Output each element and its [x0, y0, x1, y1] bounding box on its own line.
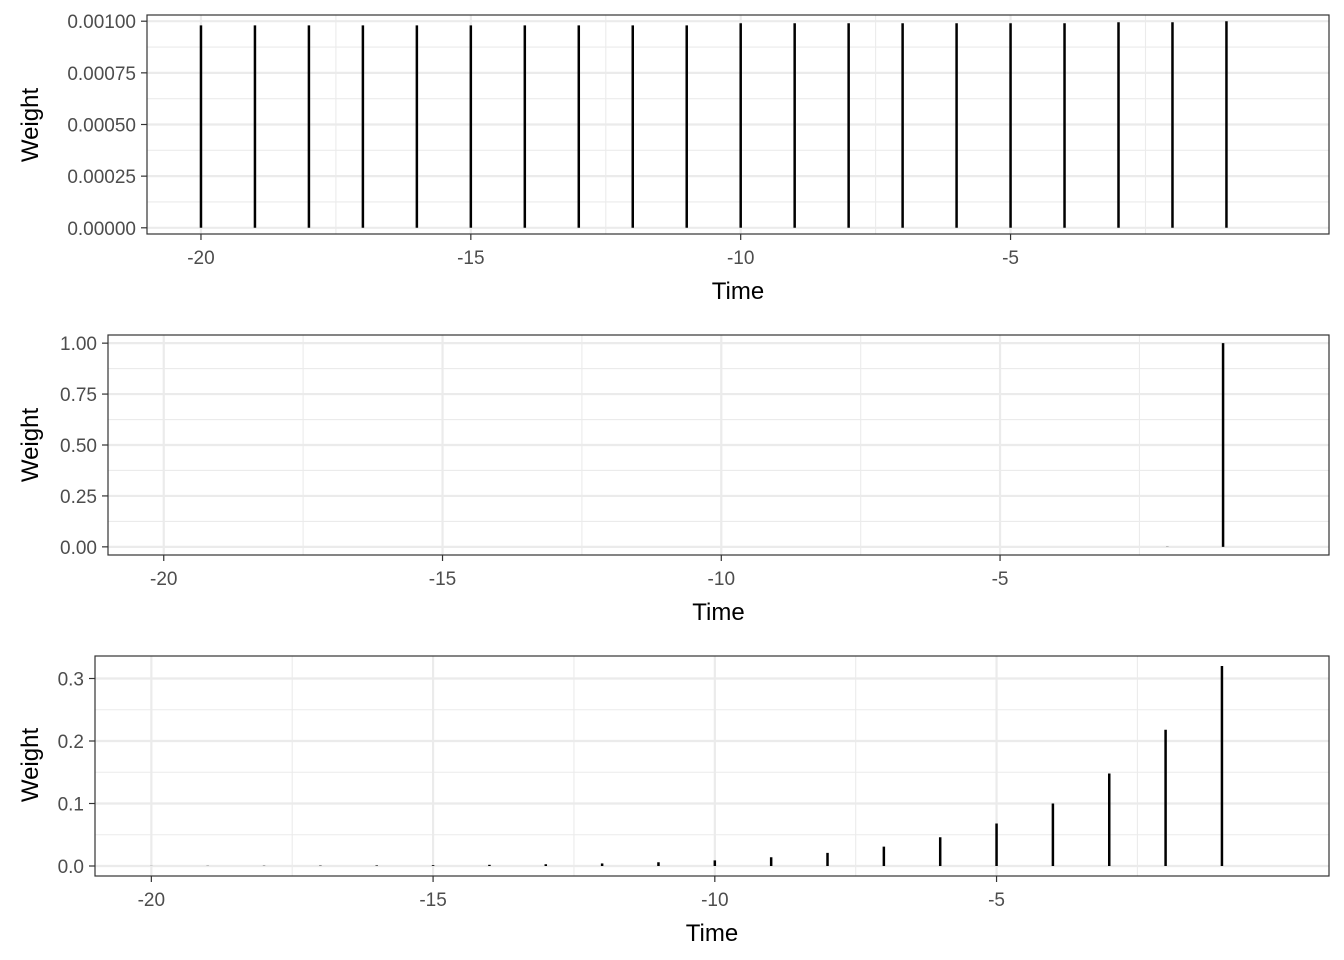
x-tick-label: -15 — [419, 890, 446, 911]
x-tick-label: -10 — [727, 248, 754, 269]
x-tick-label: -10 — [708, 569, 735, 590]
x-tick-label: -20 — [187, 248, 214, 269]
y-tick-label: 0.50 — [60, 436, 97, 457]
y-tick-label: 0.00025 — [67, 167, 136, 188]
x-tick-label: -10 — [701, 890, 728, 911]
x-tick-label: -15 — [457, 248, 484, 269]
y-tick-label: 0.25 — [60, 487, 97, 508]
chart-panel-1: -20 -15 -10 -5 0.00000 0.00025 0.00050 0.00075 0… — [17, 12, 1330, 305]
x-axis-title: Time — [686, 920, 738, 947]
y-axis-title: Weight — [17, 728, 44, 803]
plot-background — [95, 656, 1329, 876]
y-tick-label: 1.00 — [60, 334, 97, 355]
x-tick-label: -5 — [1002, 248, 1019, 269]
x-tick-label: -5 — [988, 890, 1005, 911]
x-tick-label: -15 — [429, 569, 456, 590]
chart-panel-3: -20 -15 -10 -5 0.0 0.1 0.2 0.3 Time Weight — [17, 655, 1330, 947]
y-tick-label: 0.1 — [58, 795, 84, 816]
y-axis-title: Weight — [17, 408, 44, 483]
y-tick-label: 0.3 — [58, 670, 84, 691]
y-tick-label: 0.0 — [58, 857, 84, 878]
x-tick-label: -20 — [150, 569, 177, 590]
y-tick-label: 0.00075 — [67, 64, 136, 85]
y-tick-label: 0.2 — [58, 732, 84, 753]
y-tick-label: 0.00050 — [67, 116, 136, 137]
x-axis-title: Time — [692, 599, 744, 626]
x-tick-label: -5 — [992, 569, 1009, 590]
y-tick-label: 0.00100 — [67, 12, 136, 33]
y-tick-label: 0.75 — [60, 385, 97, 406]
chart-panel-2: -20 -15 -10 -5 0.00 0.25 0.50 0.75 1.00 Time Weigh… — [17, 334, 1330, 626]
x-axis-title: Time — [712, 278, 764, 305]
y-tick-label: 0.00 — [60, 538, 97, 559]
panel-border — [94, 655, 1330, 877]
y-axis-title: Weight — [17, 88, 44, 163]
y-tick-label: 0.00000 — [67, 219, 136, 240]
x-tick-label: -20 — [138, 890, 165, 911]
